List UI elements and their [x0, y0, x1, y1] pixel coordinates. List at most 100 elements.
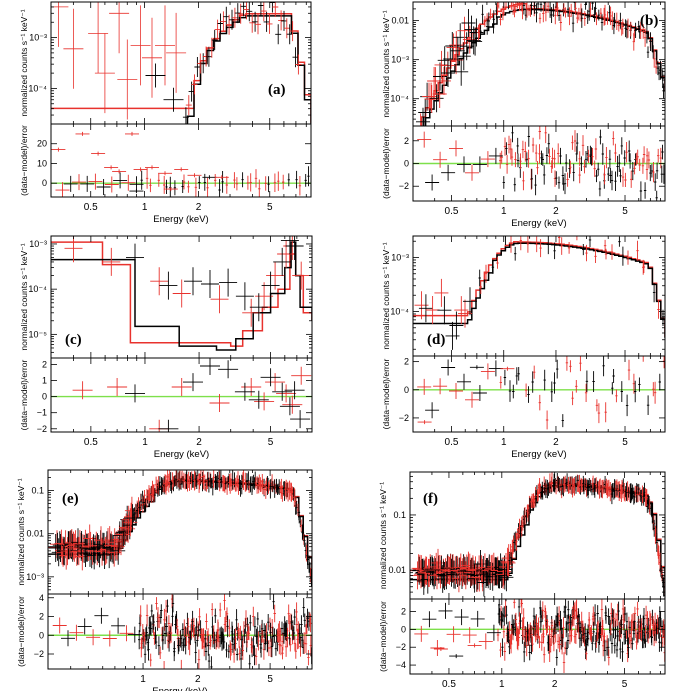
residual-point-red [72, 381, 93, 400]
residual-point-black [248, 390, 269, 409]
spectrum-plot-f [410, 472, 665, 599]
residual-point-red [294, 643, 297, 659]
residual-point-black [425, 174, 440, 191]
residual-point-red [607, 649, 610, 666]
residual-point-black [559, 147, 562, 165]
residual-point-red [88, 173, 103, 190]
data-point-black [126, 243, 144, 272]
residual-point-red [276, 384, 297, 403]
residual-point-red [91, 151, 106, 156]
residual-point-red [139, 605, 142, 627]
data-point-black [285, 236, 304, 260]
data-point-black [263, 11, 270, 32]
y-tick-label: 10⁻³ [29, 239, 47, 249]
data-point-black [271, 481, 275, 493]
data-point-red [542, 4, 545, 23]
data-point-black [301, 525, 305, 541]
residual-point-red [480, 363, 495, 380]
residual-point-red [273, 173, 277, 192]
residual-point-red [505, 154, 509, 174]
residual-point-black [561, 414, 564, 428]
residual-point-black [585, 370, 589, 392]
residual-point-black [149, 621, 153, 636]
data-point-black [235, 282, 254, 311]
data-point-black [281, 10, 287, 31]
data-point-red [102, 247, 121, 276]
data-point-black [246, 2, 253, 22]
residual-point-black [165, 616, 168, 637]
data-point-red [431, 548, 445, 577]
residual-point-black [273, 628, 276, 643]
data-point-red [518, 2, 521, 11]
residual-point-black [503, 369, 507, 386]
residual-point-red [641, 157, 645, 174]
residual-point-red [546, 619, 549, 634]
residual-point-black [271, 626, 275, 647]
data-point-red [621, 18, 624, 35]
x-tick-label: 2 [553, 437, 559, 448]
spectrum-plot-d [413, 236, 665, 350]
residual-point-black [634, 380, 637, 403]
residual-point-red [449, 383, 463, 399]
residual-point-black [274, 641, 278, 656]
residual-point-black [166, 599, 169, 613]
residual-point-red [169, 623, 173, 643]
residual-point-red [535, 144, 538, 162]
residual-point-black [160, 604, 163, 617]
data-point-red [648, 499, 651, 515]
residual-point-black [516, 153, 520, 168]
residual-point-red [564, 641, 567, 655]
residual-point-red [304, 634, 308, 654]
data-point-red [511, 2, 515, 15]
data-point-red [295, 54, 302, 75]
panel-c: 0.5 1 2 5 Energy (keV) 10⁻³ 10⁻⁴ 10⁻⁵ −2 −1 0 1 2 nor… [19, 235, 313, 460]
residual-point-red [104, 165, 119, 170]
residual-point-red [239, 625, 242, 641]
residual-point-black [543, 369, 546, 391]
residual-point-black [655, 162, 659, 179]
panel-label-b: (b) [640, 13, 658, 29]
residual-point-black [563, 605, 566, 618]
residual-point-black [580, 156, 583, 171]
x-tick-label: 2 [552, 679, 558, 690]
y-tick-label: 0.01 [26, 529, 44, 539]
residual-point-black [502, 176, 505, 189]
x-tick-label: 1 [142, 437, 148, 448]
residual-point-black [218, 360, 239, 379]
residual-point-red [533, 365, 536, 379]
residual-point-black [527, 126, 530, 147]
data-point-black [492, 10, 495, 29]
data-point-red [142, 17, 162, 98]
residual-point-red [224, 611, 228, 632]
residual-point-black [619, 169, 622, 183]
x-tick-label: 5 [267, 202, 273, 213]
residual-point-red [430, 640, 445, 656]
y-tick-label: 0 [39, 630, 44, 640]
y-axis-label-bottom: (data−model)/error [381, 359, 391, 430]
panel-a: 0.5 1 2 5 Energy (keV) 10⁻³ 10⁻⁴ 0 10 20 normalize… [19, 1, 312, 225]
data-point-red [573, 477, 576, 496]
residual-point-red [524, 141, 527, 162]
residual-point-black [628, 140, 631, 162]
residual-point-red [632, 373, 636, 394]
data-point-black [646, 46, 650, 58]
data-point-black [481, 4, 484, 24]
residual-point-black [94, 607, 109, 624]
residual-point-black [512, 384, 515, 399]
residual-point-red [72, 174, 86, 191]
data-point-red [155, 5, 175, 86]
residual-point-red [187, 617, 190, 636]
data-point-red [71, 537, 86, 566]
data-point-black [303, 534, 306, 547]
data-point-black [536, 2, 540, 9]
data-point-black [188, 81, 195, 102]
x-axis-label: Energy (keV) [511, 449, 566, 460]
residual-point-black [306, 608, 309, 628]
data-point-black [645, 23, 649, 44]
residual-point-red [562, 617, 565, 639]
data-point-red [483, 16, 487, 28]
residual-point-red [573, 130, 577, 152]
data-point-black [535, 3, 538, 23]
residual-point-red [449, 140, 463, 157]
residual-point-red [214, 175, 229, 180]
